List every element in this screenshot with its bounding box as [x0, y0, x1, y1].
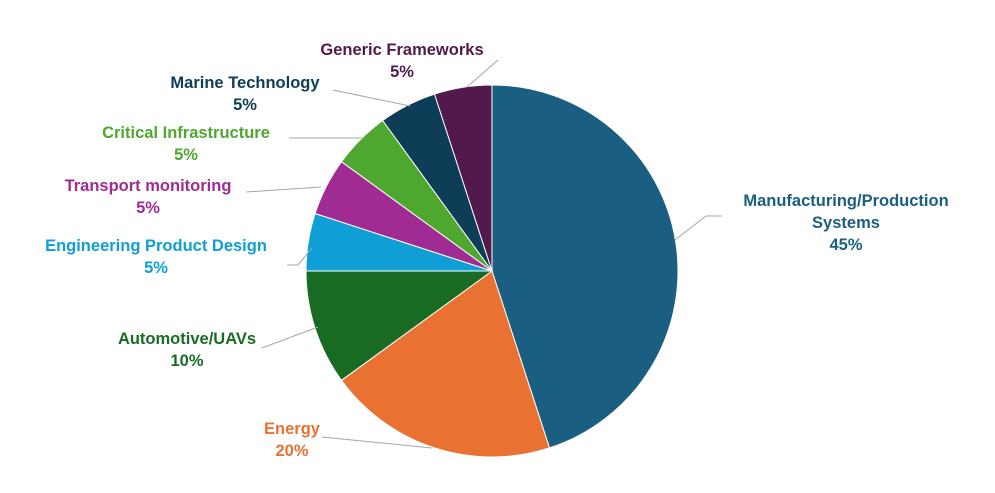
leader-line-energy — [321, 436, 433, 449]
pie-slice-energy — [340, 270, 551, 458]
leader-line-engineering-product-design — [287, 247, 313, 266]
slice-percent-engineering-product-design: 5% — [144, 259, 168, 277]
leader-line-manufacturing-production-systems — [674, 215, 722, 241]
slice-percent-energy: 20% — [275, 442, 308, 460]
slice-label-automotive-uavs: Automotive/UAVs — [118, 330, 256, 348]
slice-label-manufacturing-production-systems-line-1: Manufacturing/Production — [743, 192, 948, 210]
slice-label-critical-infrastructure: Critical Infrastructure — [102, 124, 270, 142]
leader-line-automotive-uavs — [261, 326, 319, 349]
leader-line-transport-monitoring — [245, 186, 322, 193]
leader-lines — [245, 59, 722, 449]
slice-percent-automotive-uavs: 10% — [170, 352, 203, 370]
leader-line-generic-frameworks — [466, 59, 499, 88]
leader-line-marine-technology — [332, 89, 411, 107]
slice-label-generic-frameworks: Generic Frameworks — [320, 41, 483, 59]
slice-label-marine-technology: Marine Technology — [170, 74, 320, 92]
slice-percent-critical-infrastructure: 5% — [174, 146, 198, 164]
slice-percent-marine-technology: 5% — [233, 96, 257, 114]
slice-labels: Manufacturing/Production Systems 45% Energy… — [45, 41, 949, 460]
slice-label-manufacturing-production-systems-line-2: Systems — [812, 214, 880, 232]
pie-slice-generic-frameworks — [433, 84, 493, 272]
slice-percent-manufacturing-production-systems: 45% — [829, 236, 862, 254]
pie-slice-manufacturing-production-systems — [491, 84, 679, 449]
pie-slices — [305, 84, 679, 458]
slice-label-engineering-product-design: Engineering Product Design — [45, 237, 267, 255]
slice-percent-transport-monitoring: 5% — [136, 199, 160, 217]
slice-label-transport-monitoring: Transport monitoring — [65, 177, 232, 195]
slice-percent-generic-frameworks: 5% — [390, 63, 414, 81]
slice-label-energy: Energy — [264, 420, 321, 438]
